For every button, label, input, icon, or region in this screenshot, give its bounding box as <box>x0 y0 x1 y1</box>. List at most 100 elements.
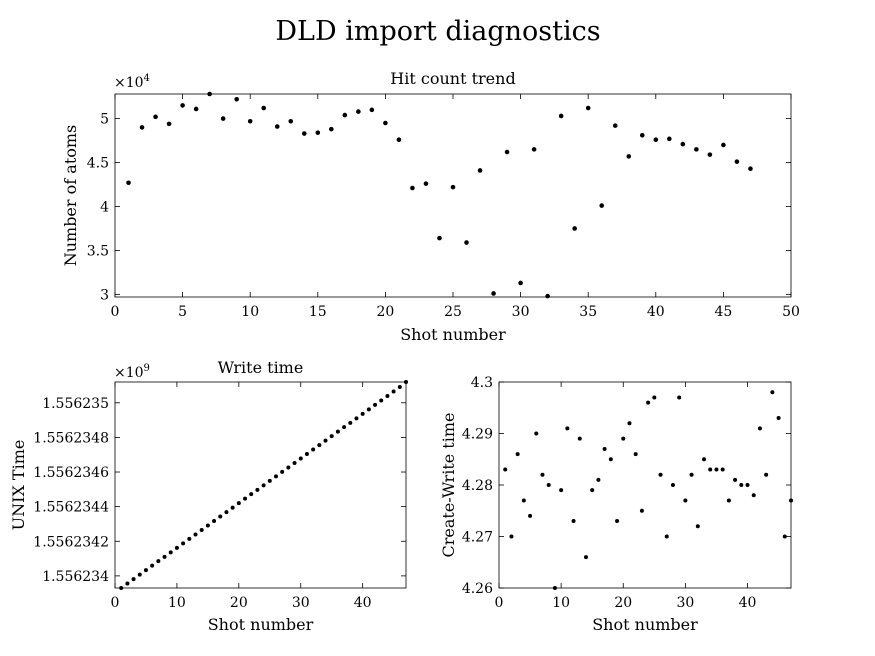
x-tick-label: 0 <box>495 595 504 611</box>
data-point <box>366 407 371 412</box>
x-tick-label: 20 <box>376 304 394 320</box>
y-tick-label: 4.26 <box>462 581 493 597</box>
data-point <box>464 240 469 245</box>
data-point <box>153 114 158 120</box>
data-point <box>757 426 762 431</box>
data-point <box>572 226 577 231</box>
data-point <box>162 554 167 559</box>
plot-frame <box>114 381 407 589</box>
data-point <box>174 545 179 550</box>
y-exponent-power: 9 <box>144 363 150 374</box>
data-point <box>397 385 402 390</box>
data-point <box>694 147 699 152</box>
data-point <box>304 452 309 457</box>
data-point <box>585 105 591 111</box>
data-point <box>125 581 130 586</box>
data-point <box>286 465 291 470</box>
y-tick-label: 1.556235 <box>42 396 109 412</box>
data-point <box>139 125 145 130</box>
data-point <box>583 555 588 560</box>
data-point <box>404 380 408 384</box>
data-point <box>534 431 539 436</box>
x-tick-label: 30 <box>292 595 310 611</box>
data-point <box>528 513 533 518</box>
data-point <box>695 524 700 529</box>
x-tick-label: 10 <box>241 304 259 320</box>
data-point <box>220 116 226 121</box>
y-tick-label: 4.3 <box>471 375 493 391</box>
data-point <box>680 141 686 147</box>
data-point <box>559 488 564 493</box>
x-tick-label: 50 <box>782 304 800 320</box>
data-point <box>224 510 229 515</box>
y-exponent-base: ×10 <box>114 75 144 91</box>
x-axis-label: Shot number <box>400 325 506 344</box>
data-point <box>546 483 551 487</box>
data-point <box>391 389 396 394</box>
plot-title: Write time <box>218 358 304 377</box>
data-point <box>261 105 267 111</box>
data-point <box>521 498 526 503</box>
data-point <box>599 203 605 208</box>
x-tick-label: 25 <box>444 304 462 320</box>
x-axis-label: Shot number <box>208 615 314 634</box>
data-point <box>751 493 756 498</box>
data-point <box>323 438 328 443</box>
data-point <box>707 152 713 157</box>
x-tick-label: 20 <box>230 595 248 611</box>
data-point <box>545 293 550 299</box>
data-point <box>143 568 148 573</box>
x-tick-label: 45 <box>714 304 732 320</box>
data-point <box>721 142 726 148</box>
y-tick-label: 1.556234 <box>42 569 109 585</box>
data-point <box>298 456 303 461</box>
data-point <box>683 498 688 503</box>
data-point <box>518 280 523 286</box>
data-point <box>329 434 334 439</box>
data-point <box>664 534 669 539</box>
x-tick-label: 35 <box>579 304 597 320</box>
data-point <box>335 429 340 434</box>
data-point <box>218 514 223 519</box>
data-point <box>273 474 278 479</box>
data-point <box>180 103 185 108</box>
data-point <box>639 508 644 513</box>
data-point <box>627 421 632 426</box>
data-point <box>288 118 294 124</box>
data-point <box>504 149 510 155</box>
data-point <box>410 185 415 191</box>
data-point <box>396 137 402 142</box>
data-point <box>150 563 155 568</box>
data-point <box>531 147 537 152</box>
data-point <box>658 472 663 477</box>
data-point <box>770 390 775 395</box>
y-exponent-base: ×10 <box>114 365 144 381</box>
x-tick-label: 40 <box>739 595 757 611</box>
data-point <box>503 467 508 472</box>
x-tick-label: 40 <box>354 595 372 611</box>
data-point <box>720 467 725 472</box>
data-point <box>776 416 781 421</box>
y-tick-label: 4.5 <box>87 156 109 172</box>
y-tick-label: 4.28 <box>462 478 493 494</box>
x-tick-label: 0 <box>111 595 120 611</box>
y-tick-label: 1.5562346 <box>33 465 109 481</box>
data-point <box>633 452 638 457</box>
data-point <box>181 541 186 546</box>
data-point <box>677 395 682 400</box>
data-point <box>450 184 456 190</box>
data-point <box>437 235 442 241</box>
data-point <box>646 400 651 405</box>
data-point <box>373 402 378 407</box>
data-point <box>342 425 347 430</box>
data-point <box>615 519 620 524</box>
data-point <box>602 446 607 451</box>
data-point <box>317 443 322 448</box>
y-exponent-power: 4 <box>144 73 150 84</box>
y-tick-label: 4.29 <box>462 427 493 443</box>
y-tick-label: 3 <box>100 287 109 303</box>
data-point <box>261 483 266 488</box>
y-tick-label: 5 <box>100 112 109 128</box>
data-point <box>577 436 582 441</box>
